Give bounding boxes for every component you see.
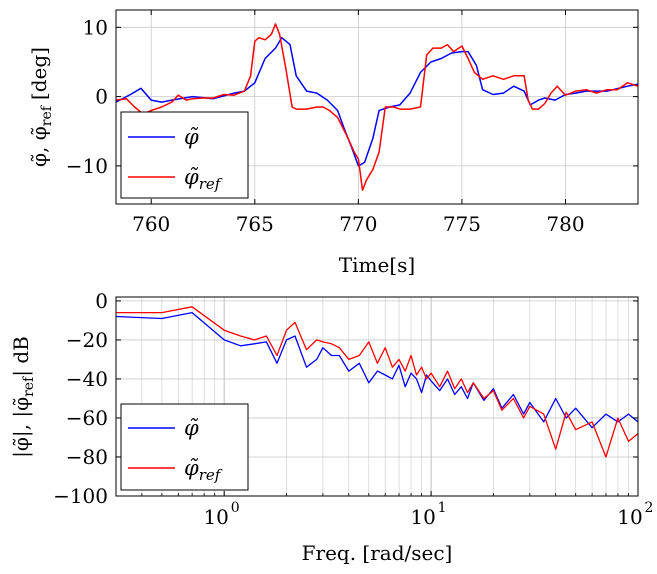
top-legend: φ̃ φ̃ref (120, 111, 249, 199)
bottom-y-tick-label: −40 (66, 367, 108, 391)
top-legend-box (120, 111, 249, 199)
top-x-axis-label: Time[s] (339, 253, 415, 277)
bottom-legend: φ̃ φ̃ref (120, 403, 249, 491)
top-x-tick-label: 765 (236, 212, 274, 236)
bottom-y-tick-label: −100 (53, 484, 108, 508)
top-y-axis-label-sub: ref (39, 104, 55, 126)
bottom-y-tick-label: 0 (95, 289, 108, 313)
top-y-axis-label-unit: [deg] (27, 47, 51, 100)
top-y-axis-label-main: φ̃, φ̃ (27, 126, 51, 167)
top-legend-label-phi: φ̃ (184, 125, 199, 149)
bottom-y-tick-label: −80 (66, 445, 108, 469)
top-x-tick-label: 775 (443, 212, 481, 236)
bottom-series-phi-line (116, 311, 638, 429)
frequency-chart: 10 0 10 1 10 2−100−80−60−40−200 φ̃ φ̃ref Freq… (9, 289, 653, 565)
bottom-ticks: 10 0 10 1 10 2−100−80−60−40−200 (53, 289, 653, 529)
top-series-lines (116, 23, 638, 191)
top-y-axis-label: φ̃, φ̃ref [deg] (27, 47, 55, 167)
top-y-tick-label: −10 (66, 154, 108, 178)
bottom-legend-label-phiref: φ̃ref (184, 456, 223, 484)
bottom-x-tick-exponent: 0 (231, 500, 240, 516)
top-x-tick-label: 780 (546, 212, 584, 236)
bottom-x-tick-label: 10 (617, 505, 642, 529)
top-legend-label-phiref-sub: ref (199, 175, 223, 193)
bottom-y-axis-label-unit: | dB (9, 336, 34, 377)
bottom-series-lines (116, 306, 638, 458)
bottom-legend-box (120, 403, 249, 491)
bottom-legend-label-phiref-sub: ref (199, 466, 223, 484)
bottom-y-axis-label-sub: ref (21, 375, 37, 397)
bottom-x-tick-label: 10 (203, 505, 228, 529)
top-ticks: 760 765 770 775 780 −10 0 10 (66, 10, 638, 236)
bottom-x-tick-exponent: 1 (438, 500, 447, 516)
bottom-y-tick-label: −20 (66, 328, 108, 352)
top-y-tick-label: 10 (83, 15, 108, 39)
top-series-phi-line (116, 36, 638, 167)
bottom-legend-label-phiref-sym: φ̃ (184, 456, 199, 480)
top-x-tick-label: 760 (132, 212, 170, 236)
top-legend-label-phiref-sym: φ̃ (184, 165, 199, 189)
top-legend-label-phiref: φ̃ref (184, 165, 223, 193)
top-y-tick-label: 0 (95, 85, 108, 109)
bottom-plot-frame (115, 296, 639, 497)
bottom-y-tick-label: −60 (66, 406, 108, 430)
bottom-x-tick-label: 10 (410, 505, 435, 529)
bottom-x-tick-exponent: 2 (645, 500, 654, 516)
top-series-phiref-line (116, 23, 638, 191)
top-x-tick-label: 770 (339, 212, 377, 236)
bottom-legend-label-phi: φ̃ (184, 416, 199, 440)
bottom-y-axis-label: |φ̃|, |φ̃ref| dB (9, 336, 37, 458)
bottom-y-axis-label-main: |φ̃|, |φ̃ (9, 397, 34, 458)
bottom-x-axis-label: Freq. [rad/sec] (302, 541, 453, 565)
bottom-series-phiref-line (116, 306, 638, 458)
top-plot-frame (115, 9, 639, 205)
